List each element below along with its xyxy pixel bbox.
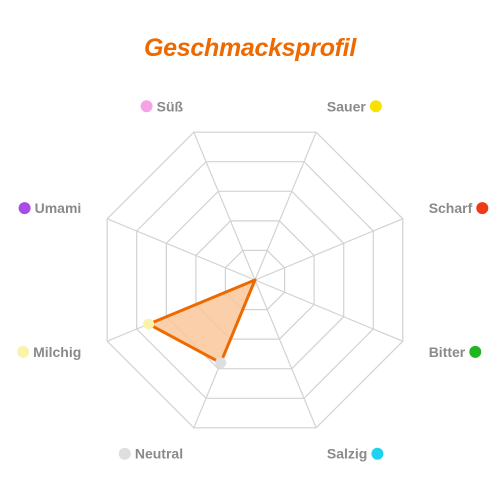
axis-label: Umami (35, 200, 82, 216)
legend-dot (371, 447, 384, 460)
axis-label: Scharf (429, 200, 473, 216)
legend-dot (18, 202, 31, 215)
axis-label: Neutral (135, 446, 183, 462)
grid-spoke (254, 218, 404, 281)
data-point (143, 318, 155, 330)
data-point (215, 357, 227, 369)
legend-dot (476, 202, 489, 215)
grid-spoke (254, 131, 317, 281)
axis-label: Sauer (327, 98, 366, 114)
axis-label: Süß (157, 98, 184, 114)
grid-spoke (254, 279, 317, 429)
axis-label: Salzig (327, 446, 367, 462)
legend-dot (369, 100, 382, 113)
axis-label: Bitter (429, 344, 466, 360)
legend-dot (140, 100, 153, 113)
legend-dot (17, 345, 30, 358)
axis-label: Milchig (33, 344, 81, 360)
legend-dot (469, 345, 482, 358)
legend-dot (118, 447, 131, 460)
grid-spoke (254, 279, 404, 342)
chart-title: Geschmacksprofil (144, 34, 356, 62)
series-area (147, 278, 257, 365)
grid-spoke (106, 218, 256, 281)
grid-spoke (193, 131, 256, 281)
